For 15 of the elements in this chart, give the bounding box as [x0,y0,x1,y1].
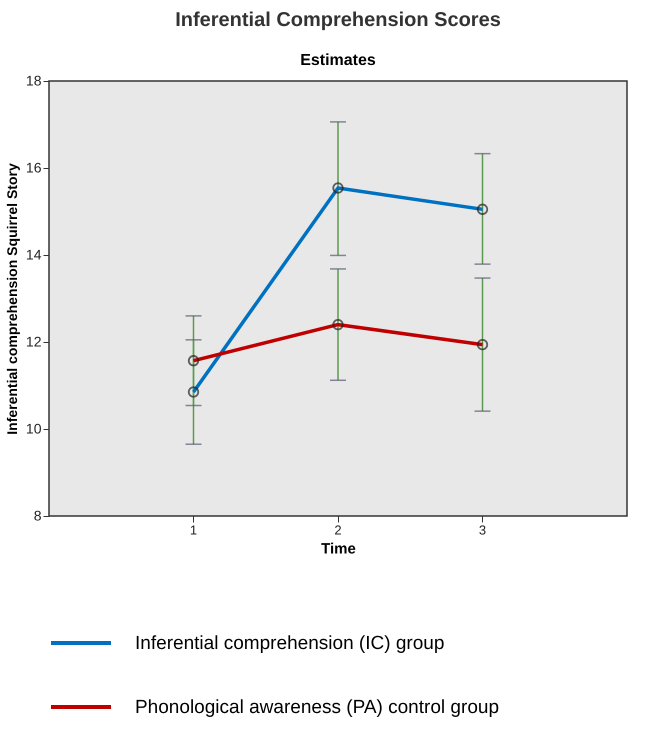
y-tick-label: 16 [26,160,42,176]
y-tick-label: 8 [34,508,42,524]
y-tick-label: 18 [26,72,42,88]
x-tick-label: 1 [190,522,198,538]
y-axis-title: Inferential comprehension Squirrel Story [4,163,20,435]
x-tick-label: 3 [478,522,486,538]
legend-label: Phonological awareness (PA) control group [135,697,500,718]
legend-label: Inferential comprehension (IC) group [135,633,444,654]
chart-subtitle: Estimates [300,52,376,69]
chart-title: Inferential Comprehension Scores [175,9,501,31]
y-tick-label: 14 [26,246,42,262]
x-axis-title: Time [321,540,356,558]
x-tick-label: 2 [334,522,342,538]
y-tick-label: 12 [26,334,42,350]
y-tick-label: 10 [26,420,42,436]
